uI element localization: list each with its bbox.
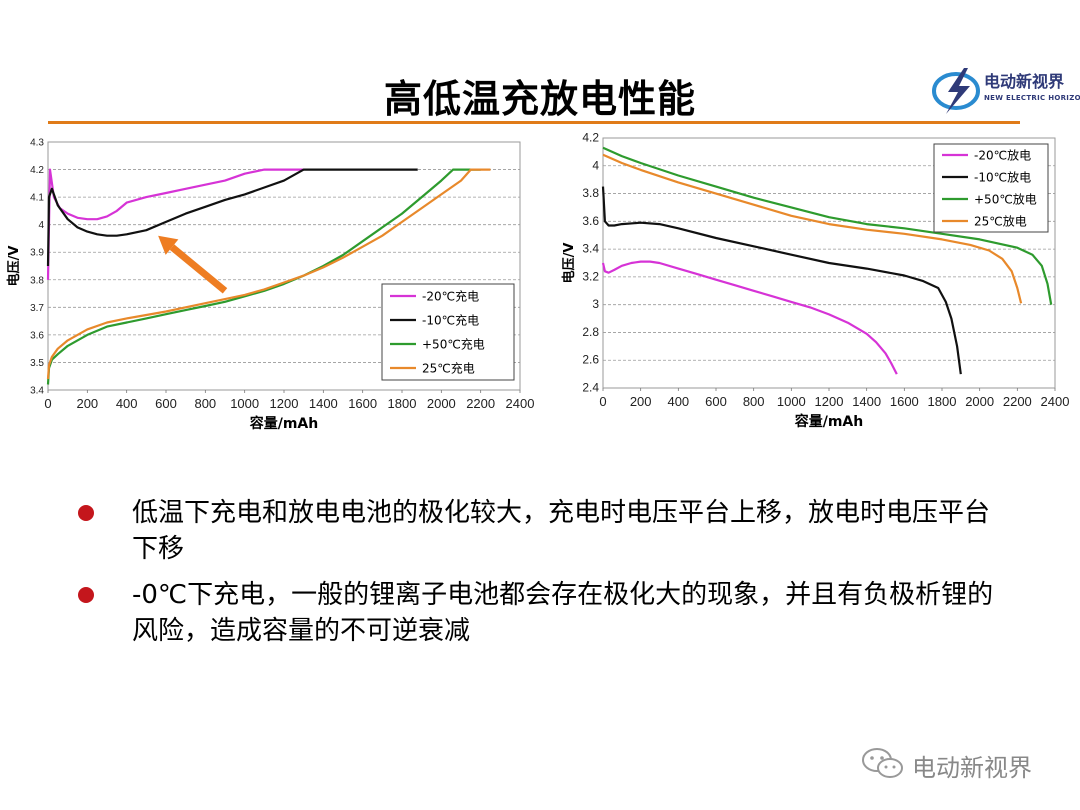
legend-label: -20℃放电	[974, 148, 1031, 163]
x-tick-label: 400	[667, 394, 689, 409]
logo-en-text: NEW ELECTRIC HORIZON	[984, 94, 1080, 102]
x-tick-label: 1200	[815, 394, 844, 409]
x-tick-label: 200	[630, 394, 652, 409]
x-tick-label: 1600	[890, 394, 919, 409]
y-tick-label: 4	[38, 220, 44, 231]
series-line-2	[602, 146, 1053, 305]
legend-box	[381, 283, 515, 381]
legend-label: -10℃放电	[974, 170, 1031, 185]
y-tick-label: 2.8	[582, 325, 599, 339]
series-line-1	[601, 186, 962, 375]
y-tick-label: 2.6	[582, 353, 599, 367]
bullet-text: -0℃下充电，一般的锂离子电池都会存在极化大的现象，并且有负极析锂的风险，造成容…	[132, 580, 994, 646]
series-line-3	[602, 153, 1023, 304]
y-tick-label: 3.6	[582, 214, 599, 228]
y-tick-label: 3.4	[582, 242, 599, 256]
y-tick-label: 3.6	[30, 330, 44, 341]
legend-label: -10℃充电	[422, 313, 479, 328]
annotation-arrowhead-icon	[158, 235, 179, 255]
series-line-1	[46, 168, 418, 267]
logo-cn-text: 电动新视界	[984, 72, 1065, 91]
watermark: 电动新视界	[860, 745, 1060, 785]
legend-box	[933, 143, 1049, 233]
bullet-dot-icon	[78, 587, 94, 603]
series-line-2	[46, 168, 481, 385]
annotation-arrow-icon	[169, 244, 228, 294]
y-tick-label: 2.4	[582, 381, 599, 395]
y-tick-label: 3	[592, 297, 599, 311]
y-tick-label: 3.8	[582, 186, 599, 200]
bullet-list: 低温下充电和放电电池的极化较大，充电时电压平台上移，放电时电压平台下移 -0℃下…	[78, 495, 998, 659]
x-tick-label: 2200	[466, 396, 495, 411]
legend-label: 25℃放电	[974, 214, 1027, 229]
discharge-chart: 2.4 2.6 2.8 3 3.2 3.4 3.6 3.8 4 4.2 0 200 400 600 800 1…	[561, 131, 1070, 431]
y-tick-label: 4.2	[30, 165, 44, 176]
bullet-text: 低温下充电和放电电池的极化较大，充电时电压平台上移，放电时电压平台下移	[132, 498, 991, 564]
x-tick-label: 600	[705, 394, 727, 409]
x-tick-label: 1800	[388, 396, 417, 411]
lightning-circle-icon	[932, 68, 980, 114]
x-tick-label: 2400	[506, 396, 535, 411]
x-axis-label: 容量/mAh	[794, 413, 864, 430]
x-tick-label: 1200	[270, 396, 299, 411]
y-tick-label: 3.4	[30, 386, 44, 397]
x-tick-label: 2200	[1003, 394, 1032, 409]
series-line-3	[46, 168, 491, 380]
x-tick-label: 800	[194, 396, 216, 411]
y-tick-label: 3.8	[30, 275, 44, 286]
brand-logo: 电动新视界 NEW ELECTRIC HORIZON	[930, 64, 1080, 116]
y-tick-label: 3.9	[30, 248, 44, 259]
bullet-item: 低温下充电和放电电池的极化较大，充电时电压平台上移，放电时电压平台下移	[78, 495, 998, 567]
x-axis-label: 容量/mAh	[249, 415, 319, 432]
title-underline	[48, 121, 1020, 124]
charge-chart: 3.4 3.5 3.6 3.7 3.8 3.9 4 4.1 4.2 4.3 0 200 400 600 80…	[6, 138, 535, 433]
series-line-0	[601, 260, 898, 375]
y-tick-label: 3.2	[582, 269, 599, 283]
x-tick-label: 200	[76, 396, 98, 411]
x-tick-label: 1400	[852, 394, 881, 409]
y-tick-label: 3.5	[30, 358, 44, 369]
y-tick-label: 4.2	[582, 131, 599, 145]
y-tick-label: 4.3	[30, 138, 44, 149]
bullet-dot-icon	[78, 505, 94, 521]
x-tick-label: 800	[743, 394, 765, 409]
x-tick-label: 1000	[777, 394, 806, 409]
y-axis-label: 电压/V	[6, 246, 22, 287]
y-tick-label: 4.1	[30, 193, 44, 204]
legend-label: +50℃充电	[422, 337, 485, 352]
x-tick-label: 600	[155, 396, 177, 411]
bullet-item: -0℃下充电，一般的锂离子电池都会存在极化大的现象，并且有负极析锂的风险，造成容…	[78, 577, 998, 649]
y-axis-label: 电压/V	[561, 243, 577, 284]
x-tick-label: 0	[599, 394, 606, 409]
x-tick-label: 2000	[965, 394, 994, 409]
x-tick-label: 0	[44, 396, 51, 411]
y-tick-label: 4	[592, 158, 599, 172]
legend-label: -20℃充电	[422, 289, 479, 304]
x-tick-label: 1000	[230, 396, 259, 411]
slide-title: 高低温充放电性能	[383, 77, 696, 121]
x-tick-label: 1800	[928, 394, 957, 409]
watermark-text: 电动新视界	[912, 754, 1032, 782]
y-tick-label: 3.7	[30, 303, 44, 314]
x-tick-label: 2000	[427, 396, 456, 411]
x-tick-label: 2400	[1041, 394, 1070, 409]
x-tick-label: 1600	[348, 396, 377, 411]
x-tick-label: 1400	[309, 396, 338, 411]
x-tick-label: 400	[116, 396, 138, 411]
legend-label: +50℃放电	[974, 192, 1037, 207]
legend-label: 25℃充电	[422, 361, 475, 376]
wechat-icon	[862, 748, 903, 778]
